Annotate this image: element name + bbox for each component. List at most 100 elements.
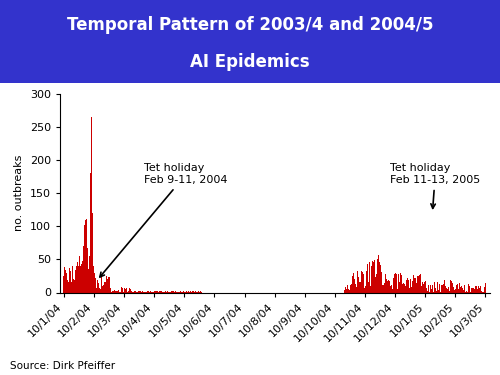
Bar <box>183 291 184 292</box>
Bar <box>75 270 76 292</box>
Bar <box>84 225 85 292</box>
Bar <box>131 291 132 292</box>
Bar <box>157 291 158 292</box>
Bar <box>379 262 380 292</box>
Bar <box>392 289 393 292</box>
Bar <box>368 282 369 292</box>
Bar <box>425 281 426 292</box>
Bar <box>404 284 405 292</box>
Bar <box>167 291 168 292</box>
Bar <box>86 219 88 292</box>
Bar <box>470 291 471 292</box>
Bar <box>188 291 190 292</box>
Bar <box>416 284 418 292</box>
Bar <box>441 285 442 292</box>
Bar <box>406 274 408 292</box>
Bar <box>161 291 162 292</box>
Bar <box>181 291 182 292</box>
Bar <box>172 291 174 292</box>
Bar <box>365 286 366 292</box>
Text: Tet holiday
Feb 11-13, 2005: Tet holiday Feb 11-13, 2005 <box>390 164 480 209</box>
Bar <box>90 173 91 292</box>
Bar <box>82 207 84 292</box>
Bar <box>452 283 453 292</box>
Bar <box>85 220 86 292</box>
Bar <box>116 291 117 292</box>
Bar <box>359 282 360 292</box>
Bar <box>97 280 98 292</box>
Bar <box>156 291 157 292</box>
Bar <box>147 291 148 292</box>
Bar <box>454 290 455 292</box>
Bar <box>469 285 470 292</box>
Bar <box>386 276 388 292</box>
Bar <box>89 256 90 292</box>
Bar <box>481 291 482 292</box>
Bar <box>412 280 413 292</box>
Bar <box>80 266 81 292</box>
Bar <box>198 291 200 292</box>
Bar <box>150 291 151 292</box>
Bar <box>100 289 101 292</box>
Bar <box>349 290 350 292</box>
Bar <box>186 291 187 292</box>
Bar <box>366 272 367 292</box>
Bar <box>390 277 392 292</box>
Bar <box>450 280 451 292</box>
Bar <box>478 286 479 292</box>
Bar <box>102 280 104 292</box>
Bar <box>415 278 416 292</box>
Bar <box>358 277 359 292</box>
Bar <box>81 264 82 292</box>
Bar <box>348 289 349 292</box>
Bar <box>160 291 161 292</box>
Bar <box>369 262 370 292</box>
Bar <box>468 284 469 292</box>
Bar <box>380 282 382 292</box>
Bar <box>448 286 449 292</box>
Text: Tet holiday
Feb 9-11, 2004: Tet holiday Feb 9-11, 2004 <box>100 164 228 277</box>
Bar <box>455 289 456 292</box>
Bar <box>117 291 118 292</box>
Bar <box>461 286 462 292</box>
Bar <box>363 274 364 292</box>
Bar <box>344 290 346 292</box>
Bar <box>76 258 78 292</box>
Bar <box>383 285 384 292</box>
Bar <box>136 291 137 292</box>
Bar <box>79 256 80 292</box>
Bar <box>130 289 131 292</box>
Bar <box>104 282 105 292</box>
Bar <box>126 288 127 292</box>
Bar <box>442 285 443 292</box>
Bar <box>69 268 70 292</box>
Bar <box>91 117 92 292</box>
Bar <box>66 280 68 292</box>
Bar <box>458 289 459 292</box>
Bar <box>439 284 440 292</box>
Bar <box>408 280 409 292</box>
Bar <box>453 287 454 292</box>
Bar <box>355 284 356 292</box>
Bar <box>154 291 155 292</box>
Bar <box>192 291 193 292</box>
Bar <box>70 271 71 292</box>
Text: Temporal Pattern of 2003/4 and 2004/5: Temporal Pattern of 2003/4 and 2004/5 <box>67 16 433 34</box>
Bar <box>471 288 472 292</box>
Bar <box>347 285 348 292</box>
Bar <box>424 282 425 292</box>
Bar <box>420 286 422 292</box>
Bar <box>402 284 403 292</box>
Y-axis label: no. outbreaks: no. outbreaks <box>14 155 24 231</box>
Bar <box>138 291 140 292</box>
Bar <box>370 280 372 292</box>
Bar <box>175 291 176 292</box>
Bar <box>460 287 461 292</box>
Bar <box>158 291 160 292</box>
Bar <box>193 291 194 292</box>
Bar <box>114 291 115 292</box>
Bar <box>451 281 452 292</box>
Bar <box>422 282 423 292</box>
Bar <box>94 273 95 292</box>
Bar <box>68 282 69 292</box>
